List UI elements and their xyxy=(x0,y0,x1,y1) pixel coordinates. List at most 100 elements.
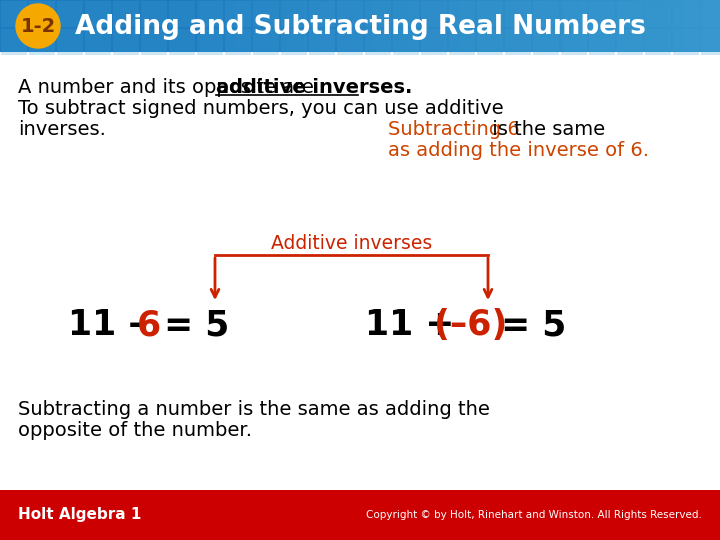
Bar xyxy=(365,1,391,27)
Bar xyxy=(0,0,720,52)
Bar xyxy=(309,1,335,27)
Bar xyxy=(529,0,546,52)
Bar xyxy=(393,1,419,27)
Bar xyxy=(408,0,426,52)
Text: Additive inverses: Additive inverses xyxy=(271,234,432,253)
Bar xyxy=(421,29,447,55)
Bar xyxy=(365,29,391,55)
Bar xyxy=(617,29,643,55)
Bar xyxy=(701,1,720,27)
Text: 11 –: 11 – xyxy=(68,308,158,342)
Bar xyxy=(337,29,363,55)
Bar xyxy=(598,0,616,52)
Bar xyxy=(651,0,668,52)
Bar xyxy=(29,29,55,55)
Bar xyxy=(617,1,643,27)
Bar xyxy=(1,1,27,27)
Bar xyxy=(634,0,651,52)
Bar xyxy=(85,29,111,55)
Bar xyxy=(477,0,495,52)
Bar xyxy=(337,1,363,27)
Bar xyxy=(304,0,321,52)
Text: (–6): (–6) xyxy=(434,308,508,342)
Text: inverses.: inverses. xyxy=(18,120,106,139)
Bar xyxy=(374,0,391,52)
Bar xyxy=(85,1,111,27)
Bar xyxy=(645,29,671,55)
Bar xyxy=(564,0,581,52)
Bar xyxy=(668,0,685,52)
Bar xyxy=(225,1,251,27)
Bar xyxy=(235,0,252,52)
Bar xyxy=(589,1,615,27)
Bar xyxy=(321,0,338,52)
Bar xyxy=(701,29,720,55)
Bar xyxy=(589,29,615,55)
Bar xyxy=(197,29,223,55)
Bar xyxy=(495,0,512,52)
Text: Subtracting a number is the same as adding the: Subtracting a number is the same as addi… xyxy=(18,400,490,419)
Bar xyxy=(29,1,55,27)
Bar xyxy=(57,29,83,55)
Bar xyxy=(200,0,217,52)
Bar xyxy=(287,0,304,52)
Bar xyxy=(616,0,634,52)
Bar xyxy=(393,29,419,55)
Text: additive inverses.: additive inverses. xyxy=(216,78,413,97)
Text: Subtracting 6: Subtracting 6 xyxy=(388,120,520,139)
Bar xyxy=(533,29,559,55)
Bar xyxy=(561,29,587,55)
Bar xyxy=(57,1,83,27)
Bar xyxy=(477,1,503,27)
Bar xyxy=(0,490,720,540)
Bar xyxy=(281,1,307,27)
Text: is the same: is the same xyxy=(486,120,606,139)
Bar xyxy=(426,0,443,52)
Text: Adding and Subtracting Real Numbers: Adding and Subtracting Real Numbers xyxy=(75,14,646,40)
Bar xyxy=(197,1,223,27)
Bar xyxy=(269,0,287,52)
Text: = 5: = 5 xyxy=(153,308,230,342)
Text: as adding the inverse of 6.: as adding the inverse of 6. xyxy=(388,141,649,160)
Text: 6: 6 xyxy=(137,308,161,342)
Bar xyxy=(449,29,475,55)
Bar xyxy=(225,29,251,55)
Bar xyxy=(512,0,529,52)
Bar xyxy=(421,1,447,27)
Bar xyxy=(477,29,503,55)
Bar xyxy=(141,29,167,55)
Text: To subtract signed numbers, you can use additive: To subtract signed numbers, you can use … xyxy=(18,99,503,118)
Text: Copyright © by Holt, Rinehart and Winston. All Rights Reserved.: Copyright © by Holt, Rinehart and Winsto… xyxy=(366,510,702,520)
Bar xyxy=(391,0,408,52)
Bar xyxy=(505,29,531,55)
Bar xyxy=(356,0,374,52)
Bar xyxy=(253,1,279,27)
Bar xyxy=(253,29,279,55)
Bar xyxy=(252,0,269,52)
Text: = 5: = 5 xyxy=(489,308,567,342)
Bar xyxy=(561,1,587,27)
Bar xyxy=(217,0,235,52)
Text: 1-2: 1-2 xyxy=(20,17,55,37)
Bar xyxy=(449,1,475,27)
Text: Holt Algebra 1: Holt Algebra 1 xyxy=(18,508,141,523)
Bar xyxy=(338,0,356,52)
Bar xyxy=(546,0,564,52)
Bar xyxy=(645,1,671,27)
Bar xyxy=(533,1,559,27)
Bar xyxy=(113,29,139,55)
Text: opposite of the number.: opposite of the number. xyxy=(18,421,252,440)
Bar xyxy=(460,0,477,52)
Bar xyxy=(281,29,307,55)
Bar xyxy=(703,0,720,52)
Text: A number and its opposite are: A number and its opposite are xyxy=(18,78,320,97)
Bar xyxy=(169,1,195,27)
Bar xyxy=(443,0,460,52)
Bar xyxy=(169,29,195,55)
Circle shape xyxy=(16,4,60,48)
Bar xyxy=(141,1,167,27)
Text: 11 +: 11 + xyxy=(365,308,467,342)
Bar xyxy=(1,29,27,55)
Bar xyxy=(673,29,699,55)
Bar xyxy=(673,1,699,27)
